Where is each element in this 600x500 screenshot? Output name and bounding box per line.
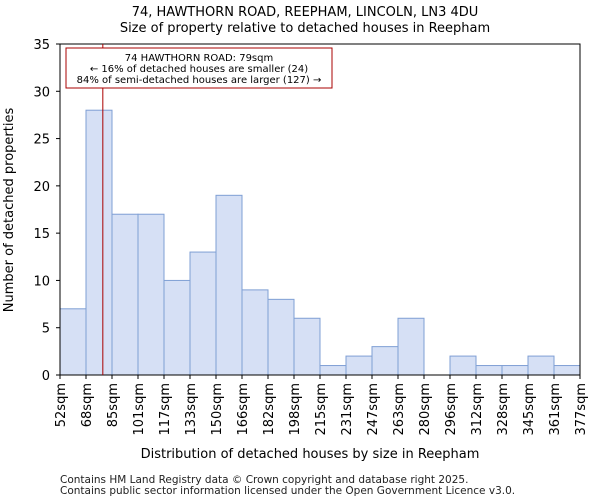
annotation-line2: ← 16% of detached houses are smaller (24… — [90, 64, 308, 75]
bar-166sqm — [241, 289, 269, 376]
bar-247sqm — [371, 346, 399, 376]
bar-296sqm — [449, 355, 477, 376]
bar-150sqm — [215, 194, 243, 376]
x-tick-label: 263sqm — [392, 383, 407, 436]
bars — [59, 109, 581, 376]
x-tick-label: 361sqm — [548, 383, 563, 436]
bar-231sqm — [345, 355, 373, 376]
y-tick-label: 5 — [42, 322, 50, 337]
bar-263sqm — [397, 317, 425, 376]
x-tick-label: 68sqm — [80, 383, 95, 427]
footer-line1: Contains HM Land Registry data © Crown c… — [60, 474, 468, 486]
bar-85sqm — [111, 213, 139, 376]
x-tick-label: 166sqm — [236, 383, 251, 436]
x-tick-label: 85sqm — [106, 383, 121, 427]
x-tick-label: 328sqm — [496, 383, 511, 436]
y-tick-label: 10 — [33, 274, 50, 289]
y-tick-label: 35 — [33, 38, 50, 53]
x-tick-label: 377sqm — [574, 383, 589, 436]
bar-361sqm — [553, 365, 581, 376]
x-tick-label: 296sqm — [444, 383, 459, 436]
y-tick-label: 30 — [33, 85, 50, 100]
bar-133sqm — [189, 251, 217, 376]
x-tick-label: 198sqm — [288, 383, 303, 436]
bar-117sqm — [163, 279, 191, 376]
annotation-box — [65, 47, 333, 89]
x-tick-label: 52sqm — [54, 383, 69, 427]
y-tick-label: 20 — [33, 180, 50, 195]
x-tick-label: 101sqm — [132, 383, 147, 436]
x-tick-label: 150sqm — [210, 383, 225, 436]
x-tick-label: 215sqm — [314, 383, 329, 436]
x-tick-label: 231sqm — [340, 383, 355, 436]
bar-345sqm — [527, 355, 555, 376]
bar-68sqm — [85, 109, 113, 376]
x-tick-label: 345sqm — [522, 383, 537, 436]
bar-328sqm — [501, 365, 529, 376]
bar-215sqm — [319, 365, 347, 376]
footer-line2: Contains public sector information licen… — [60, 485, 515, 497]
chart-title-line2: Size of property relative to detached ho… — [120, 21, 490, 36]
x-axis-ticks: 52sqm 68sqm 85sqm 101sqm 117sqm 133sqm 150sqm 1… — [54, 375, 589, 436]
bar-198sqm — [293, 317, 321, 376]
bar-182sqm — [267, 298, 295, 376]
annotation-line3: 84% of semi-detached houses are larger (… — [77, 75, 322, 86]
x-tick-label: 280sqm — [418, 383, 433, 436]
bar-52sqm — [59, 308, 87, 376]
plot-frame — [59, 43, 581, 376]
chart-title-line1: 74, HAWTHORN ROAD, REEPHAM, LINCOLN, LN3… — [132, 5, 479, 20]
x-tick-label: 182sqm — [262, 383, 277, 436]
annotation-line1: 74 HAWTHORN ROAD: 79sqm — [125, 53, 273, 64]
bar-101sqm — [137, 213, 165, 376]
y-axis-label: Number of detached properties — [2, 108, 17, 313]
y-tick-label: 15 — [33, 227, 50, 242]
y-axis-ticks: 0 5 10 15 20 25 30 35 — [33, 38, 60, 384]
bar-312sqm — [475, 365, 503, 376]
x-axis-label: Distribution of detached houses by size … — [141, 447, 480, 462]
y-tick-label: 0 — [42, 369, 50, 384]
y-tick-label: 25 — [33, 133, 50, 148]
x-tick-label: 117sqm — [158, 383, 173, 436]
x-tick-label: 312sqm — [470, 383, 485, 436]
x-tick-label: 247sqm — [366, 383, 381, 436]
x-tick-label: 133sqm — [184, 383, 199, 436]
